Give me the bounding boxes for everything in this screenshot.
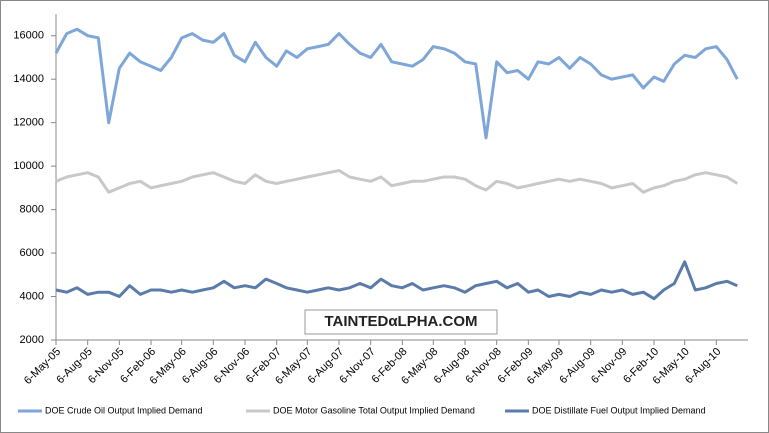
y-tick-label: 2000 [20,334,44,346]
y-tick-label: 16000 [13,30,44,42]
y-tick-label: 14000 [13,73,44,85]
legend-label: DOE Motor Gasoline Total Output Implied … [273,405,475,415]
y-tick-label: 12000 [13,117,44,129]
series-line [55,260,738,301]
legend-label: DOE Distillate Fuel Output Implied Deman… [532,405,706,415]
y-tick-label: 10000 [13,160,44,172]
watermark-frame [304,309,498,335]
y-tick-label: 6000 [20,247,44,259]
series-line [55,169,739,194]
watermark-box: TAINTEDαLPHA.COM [304,309,498,335]
legend-label: DOE Crude Oil Output Implied Demand [45,405,203,415]
watermark: TAINTEDαLPHA.COM [324,313,477,330]
series-line [54,27,739,140]
y-tick-label: 4000 [20,290,44,302]
y-tick-label: 8000 [20,204,44,216]
